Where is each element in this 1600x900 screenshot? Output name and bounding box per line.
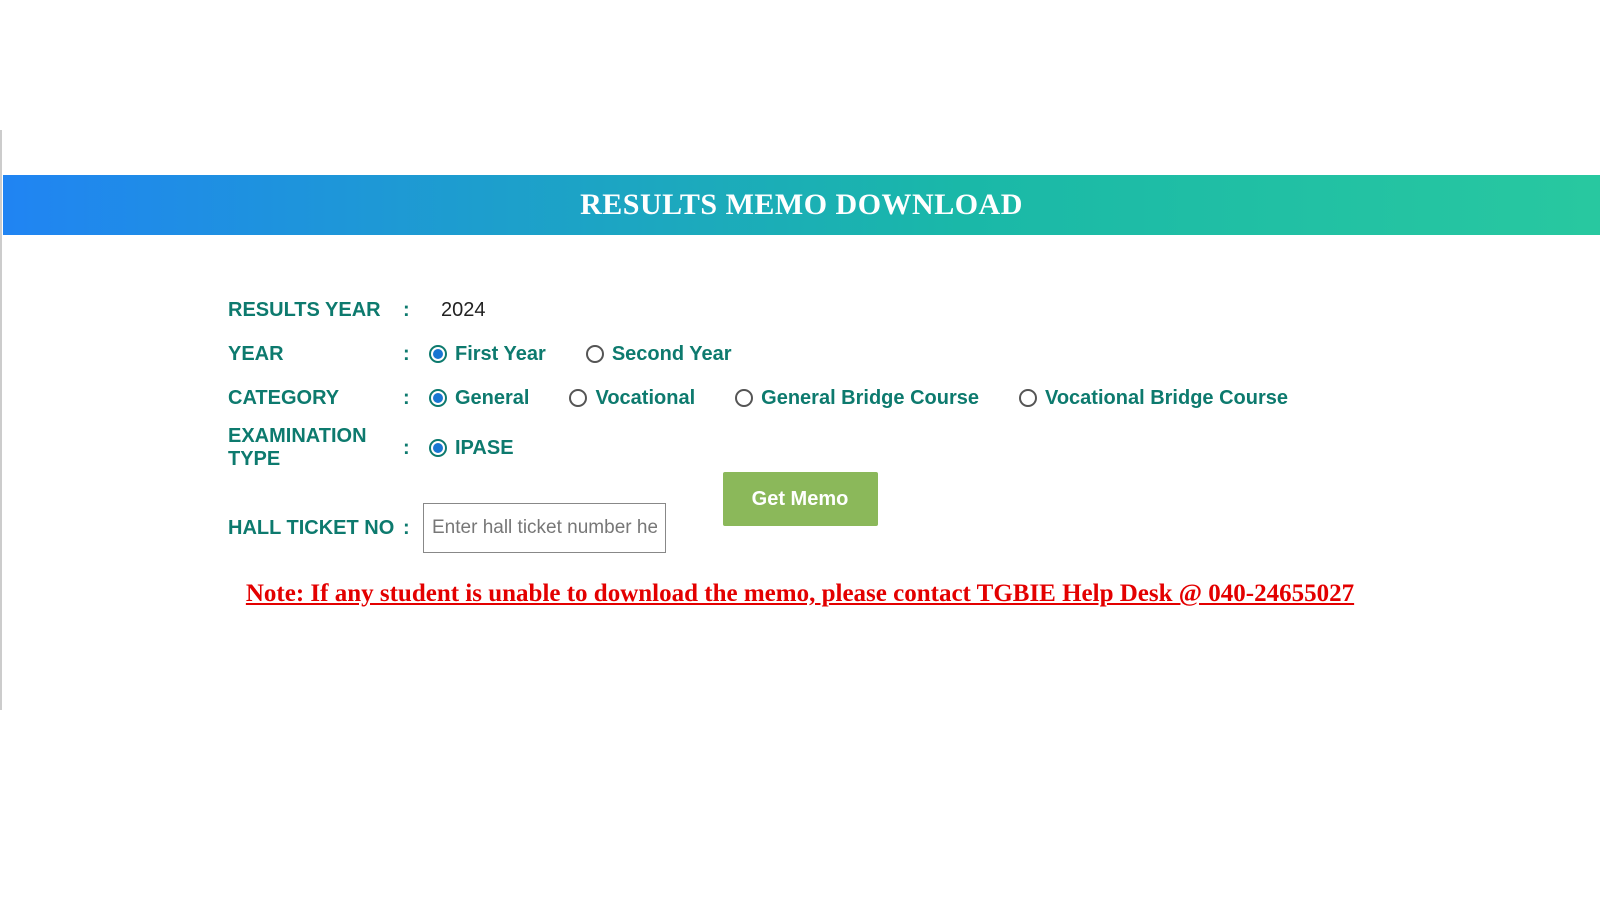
header-bar: RESULTS MEMO DOWNLOAD — [3, 175, 1600, 235]
radio-first-year[interactable]: First Year — [429, 343, 546, 366]
radio-label: Second Year — [612, 343, 732, 366]
radio-label: General — [455, 387, 529, 410]
label-category: CATEGORY — [228, 387, 403, 410]
radio-icon — [586, 345, 604, 363]
left-border — [0, 130, 2, 710]
radio-icon — [569, 389, 587, 407]
radio-icon — [429, 345, 447, 363]
radio-label: Vocational Bridge Course — [1045, 387, 1288, 410]
note-row: Note: If any student is unable to downlo… — [0, 580, 1600, 608]
radio-general[interactable]: General — [429, 387, 529, 410]
radio-vocational[interactable]: Vocational — [569, 387, 695, 410]
radio-label: General Bridge Course — [761, 387, 979, 410]
radio-icon — [735, 389, 753, 407]
submit-row: Get Memo — [0, 472, 1600, 526]
colon: : — [403, 343, 423, 366]
get-memo-button[interactable]: Get Memo — [723, 472, 878, 526]
radio-label: IPASE — [455, 437, 514, 460]
radio-vocational-bridge[interactable]: Vocational Bridge Course — [1019, 387, 1288, 410]
row-year: YEAR : First Year Second Year — [228, 337, 1540, 371]
radio-icon — [429, 389, 447, 407]
row-results-year: RESULTS YEAR : 2024 — [228, 293, 1540, 327]
colon: : — [403, 299, 423, 322]
radio-second-year[interactable]: Second Year — [586, 343, 732, 366]
page-title: RESULTS MEMO DOWNLOAD — [580, 188, 1023, 222]
label-exam-type: EXAMINATION TYPE — [228, 425, 403, 471]
label-year: YEAR — [228, 343, 403, 366]
colon: : — [403, 387, 423, 410]
radio-label: Vocational — [595, 387, 695, 410]
row-exam-type: EXAMINATION TYPE : IPASE — [228, 425, 1540, 471]
radio-group-category: General Vocational General Bridge Course… — [423, 387, 1328, 410]
colon: : — [403, 437, 423, 460]
help-desk-note: Note: If any student is unable to downlo… — [246, 580, 1354, 607]
radio-label: First Year — [455, 343, 546, 366]
radio-ipase[interactable]: IPASE — [429, 437, 514, 460]
radio-group-year: First Year Second Year — [423, 343, 772, 366]
label-results-year: RESULTS YEAR — [228, 299, 403, 322]
radio-icon — [1019, 389, 1037, 407]
radio-icon — [429, 439, 447, 457]
radio-group-exam-type: IPASE — [423, 437, 554, 460]
radio-general-bridge[interactable]: General Bridge Course — [735, 387, 979, 410]
value-results-year: 2024 — [423, 299, 486, 322]
row-category: CATEGORY : General Vocational General Br… — [228, 381, 1540, 415]
